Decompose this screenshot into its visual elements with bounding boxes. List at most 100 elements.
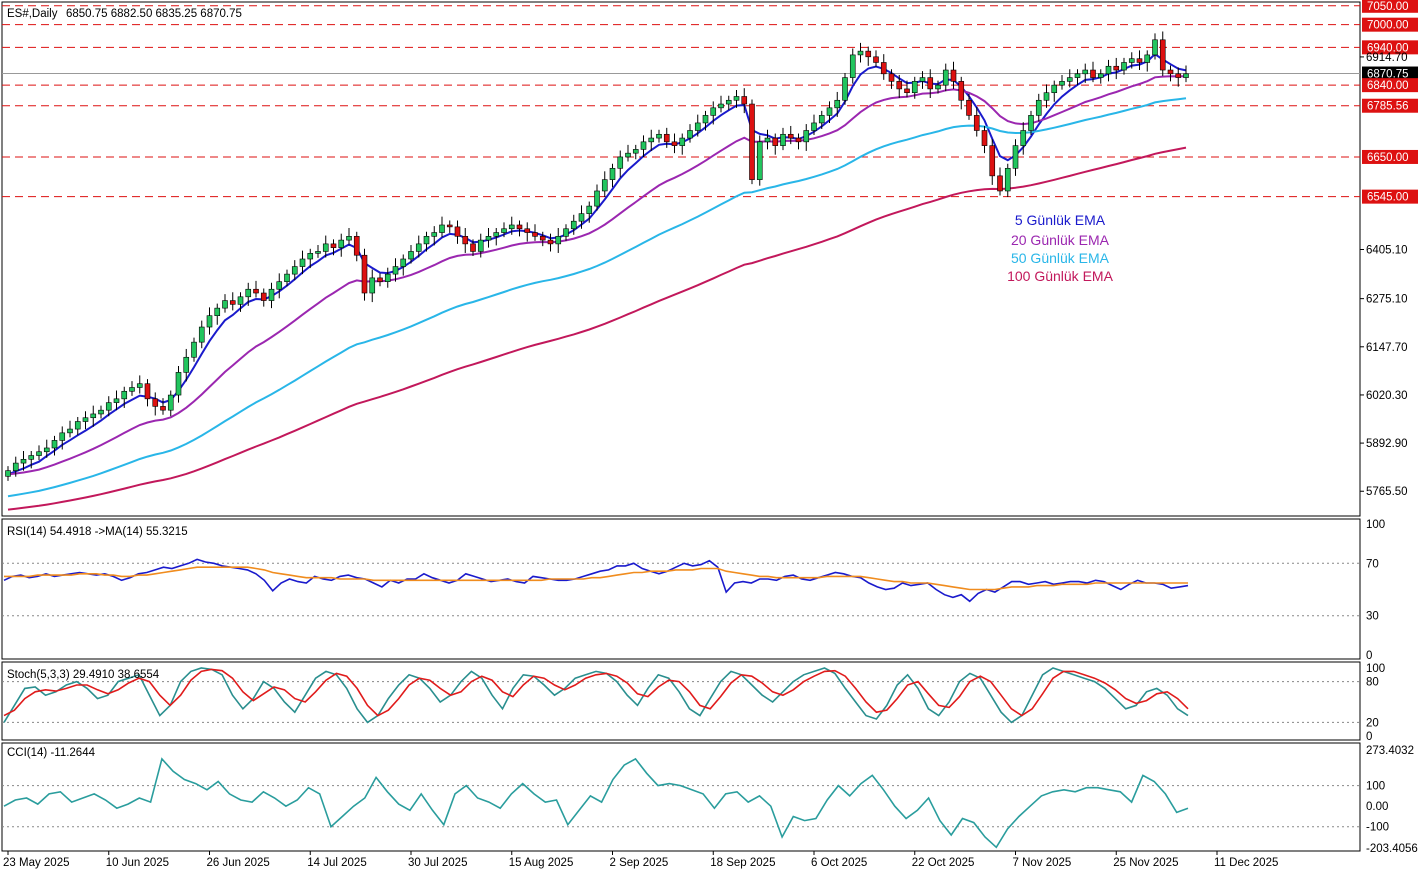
candle bbox=[532, 224, 538, 241]
candle bbox=[679, 133, 686, 155]
candle bbox=[764, 129, 771, 150]
stoch-pane[interactable] bbox=[1, 661, 1361, 741]
candle bbox=[198, 320, 205, 349]
candle-body bbox=[229, 300, 236, 305]
candle bbox=[919, 71, 926, 89]
candle bbox=[245, 282, 252, 306]
price-tick-label: 6914.70 bbox=[1366, 52, 1408, 64]
candle-body bbox=[1167, 69, 1174, 75]
candle-body bbox=[144, 383, 151, 400]
cci-lines: 273.4032 100 0.00 -100 -203.4056 bbox=[2, 745, 1418, 855]
candle bbox=[51, 435, 58, 456]
candle-body bbox=[1121, 62, 1127, 71]
candle bbox=[470, 239, 476, 256]
candle-body bbox=[1090, 69, 1096, 78]
candle bbox=[67, 420, 73, 438]
candle-body bbox=[834, 99, 841, 109]
price-tag-label: 6545.00 bbox=[1367, 192, 1409, 204]
candle-body bbox=[198, 326, 205, 343]
candle bbox=[284, 269, 290, 287]
candle bbox=[656, 129, 662, 143]
candle bbox=[291, 260, 298, 281]
candle-body bbox=[152, 398, 159, 407]
candle-body bbox=[904, 88, 910, 94]
price-tag-label: 7050.00 bbox=[1367, 1, 1409, 13]
candle-body bbox=[74, 421, 81, 430]
cci-pane[interactable] bbox=[1, 742, 1361, 852]
rsi-pane[interactable] bbox=[1, 518, 1361, 660]
candle bbox=[811, 114, 817, 136]
candle-body bbox=[1183, 73, 1189, 78]
series-line bbox=[3, 667, 1189, 724]
candle-body bbox=[454, 226, 461, 237]
candle bbox=[570, 214, 577, 235]
candle-body bbox=[563, 228, 569, 237]
candle-body bbox=[935, 84, 941, 90]
candle-body bbox=[687, 130, 693, 139]
candle-body bbox=[493, 232, 500, 237]
candle-body bbox=[803, 130, 810, 143]
candle bbox=[733, 90, 740, 108]
candle bbox=[803, 124, 810, 151]
legend-ema100: 100 Günlük EMA bbox=[1007, 268, 1113, 284]
candle-body bbox=[780, 133, 786, 146]
candle-body bbox=[857, 50, 864, 56]
candle bbox=[958, 76, 965, 110]
pane-tick-label: 100 bbox=[1366, 519, 1385, 531]
candle bbox=[1004, 163, 1011, 198]
candle bbox=[663, 127, 670, 148]
candle bbox=[36, 445, 42, 461]
candle bbox=[710, 101, 717, 125]
price-pane[interactable] bbox=[1, 1, 1361, 517]
candle-body bbox=[1035, 99, 1042, 116]
candle bbox=[237, 292, 244, 312]
candle-body bbox=[361, 254, 368, 294]
candle bbox=[1097, 69, 1104, 84]
candle bbox=[826, 101, 833, 123]
series-line bbox=[4, 566, 1188, 591]
pane-tick-label: 70 bbox=[1366, 558, 1379, 570]
candle bbox=[648, 129, 655, 151]
candle-body bbox=[353, 236, 360, 256]
current-price-tag-label: 6870.75 bbox=[1367, 69, 1409, 81]
candle-body bbox=[656, 133, 662, 139]
candle bbox=[997, 167, 1003, 196]
candle bbox=[741, 88, 748, 114]
candle-body bbox=[446, 224, 453, 228]
candle-body bbox=[865, 50, 872, 58]
candle-body bbox=[12, 462, 19, 471]
candle bbox=[423, 231, 430, 252]
date-tick-label: 15 Aug 2025 bbox=[509, 857, 574, 869]
candle bbox=[1113, 57, 1120, 80]
candle bbox=[555, 228, 562, 253]
candle bbox=[1035, 93, 1042, 122]
candle bbox=[640, 135, 647, 157]
candle bbox=[671, 133, 678, 154]
candle-body bbox=[1074, 73, 1081, 78]
candle bbox=[942, 63, 949, 92]
candle-body bbox=[1020, 130, 1027, 146]
candle-body bbox=[617, 156, 624, 169]
candle bbox=[105, 396, 112, 417]
candle-body bbox=[663, 133, 670, 143]
candle bbox=[632, 144, 639, 160]
candle-body bbox=[90, 413, 97, 419]
price-tag-label: 7000.00 bbox=[1367, 20, 1409, 32]
candle-body bbox=[408, 251, 414, 260]
candle bbox=[702, 110, 709, 131]
date-tick-label: 30 Jul 2025 bbox=[408, 857, 467, 869]
candle bbox=[718, 95, 724, 113]
candle-body bbox=[485, 236, 492, 241]
price-tick-label: 6147.70 bbox=[1366, 342, 1408, 354]
candle-body bbox=[98, 409, 104, 415]
candle bbox=[384, 267, 391, 288]
candle-body bbox=[307, 253, 314, 260]
candle-body bbox=[1152, 39, 1158, 56]
pane-tick-label: -100 bbox=[1366, 822, 1389, 834]
candle bbox=[43, 439, 50, 458]
candle bbox=[795, 133, 802, 150]
candle-body bbox=[1066, 77, 1073, 82]
candle-body bbox=[268, 288, 275, 301]
candle-body bbox=[594, 190, 600, 207]
